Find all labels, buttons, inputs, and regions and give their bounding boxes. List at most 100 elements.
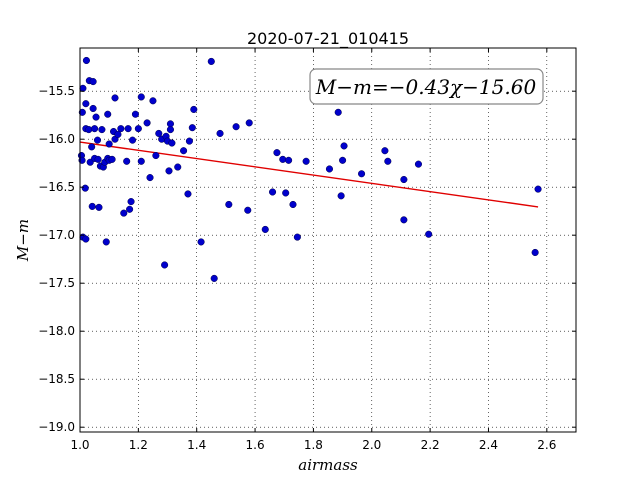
- data-point: [85, 126, 93, 134]
- data-point: [79, 84, 87, 92]
- data-point: [146, 174, 154, 182]
- data-point: [425, 230, 433, 238]
- data-point: [123, 157, 131, 165]
- data-point: [225, 200, 233, 209]
- grid: [79, 48, 576, 432]
- data-point: [81, 184, 89, 192]
- annotation-box: [309, 68, 544, 105]
- data-point: [92, 113, 100, 121]
- data-point: [232, 123, 240, 131]
- data-point: [82, 235, 90, 243]
- data-point: [216, 129, 224, 137]
- data-point: [161, 261, 169, 269]
- data-point: [98, 126, 106, 134]
- data-point: [88, 202, 96, 210]
- y-tick-label: −18.5: [38, 372, 75, 386]
- data-point: [91, 125, 99, 133]
- x-tick-labels: 1.0 1.2 1.4 1.6 1.8 2.0 2.2 2.4 2.6: [70, 438, 556, 452]
- data-point: [339, 156, 347, 164]
- data-point: [149, 97, 157, 105]
- data-point: [269, 188, 277, 196]
- data-point: [334, 108, 342, 116]
- y-tick-label: −16.0: [38, 132, 75, 146]
- data-point: [302, 157, 310, 165]
- data-point: [93, 136, 102, 144]
- data-point: [124, 125, 132, 133]
- data-point: [120, 209, 128, 217]
- fit-annotation: M−m=−0.43χ−15.60: [309, 68, 544, 105]
- data-point: [104, 110, 112, 118]
- data-point: [89, 78, 97, 86]
- data-point: [128, 136, 137, 144]
- y-tick-label: −16.5: [38, 180, 75, 194]
- y-axis-label: M−m: [14, 219, 32, 262]
- data-point: [82, 56, 90, 65]
- plot-frame: [79, 47, 577, 433]
- data-point: [126, 205, 134, 213]
- data-point: [273, 149, 281, 157]
- data-point: [337, 192, 345, 200]
- y-tick-label: −18.0: [38, 324, 75, 338]
- y-tick-label: −19.0: [38, 420, 75, 434]
- data-point: [108, 155, 116, 163]
- y-tick-label: −17.5: [38, 276, 75, 290]
- data-point: [78, 108, 86, 116]
- data-point: [400, 175, 408, 184]
- chart-title: 2020-07-21_010415: [247, 29, 409, 49]
- data-point: [117, 125, 125, 133]
- data-point: [384, 157, 392, 165]
- data-point: [94, 155, 102, 163]
- data-point: [534, 185, 542, 193]
- data-point: [155, 129, 163, 137]
- data-point: [279, 155, 287, 163]
- data-point: [131, 110, 139, 118]
- x-tick-label: 2.4: [479, 438, 498, 452]
- x-tick-label: 2.2: [421, 438, 440, 452]
- data-point: [282, 189, 290, 197]
- data-point: [114, 130, 122, 138]
- axis-ticks: [79, 48, 576, 432]
- x-tick-label: 2.0: [362, 438, 381, 452]
- data-point: [127, 198, 135, 206]
- data-point: [134, 125, 142, 133]
- data-point: [293, 233, 301, 241]
- x-tick-label: 1.2: [129, 438, 148, 452]
- data-point: [166, 126, 174, 134]
- data-point: [82, 100, 90, 108]
- data-point: [180, 147, 188, 155]
- data-point: [190, 105, 198, 113]
- data-point: [340, 142, 348, 150]
- data-point: [285, 156, 293, 164]
- data-point: [95, 203, 103, 211]
- x-tick-label: 1.6: [246, 438, 265, 452]
- data-point: [152, 151, 160, 160]
- data-point: [137, 157, 145, 165]
- x-tick-label: 1.4: [187, 438, 206, 452]
- data-point: [165, 167, 173, 175]
- data-point: [105, 140, 113, 148]
- data-point: [358, 170, 366, 178]
- data-point: [188, 124, 196, 132]
- data-point: [381, 147, 389, 155]
- data-point: [102, 238, 110, 246]
- data-point: [185, 137, 193, 145]
- data-point: [137, 93, 145, 101]
- data-point: [197, 238, 205, 246]
- data-point: [245, 119, 253, 127]
- data-point: [174, 163, 182, 171]
- data-point: [414, 160, 422, 168]
- annotation-text: M−m=−0.43χ−15.60: [315, 75, 537, 99]
- data-points: [77, 56, 542, 282]
- data-point: [89, 104, 97, 113]
- data-point: [210, 274, 218, 282]
- data-point: [111, 94, 119, 102]
- data-point: [400, 216, 408, 224]
- data-point: [244, 206, 252, 214]
- data-point: [531, 248, 539, 257]
- data-point: [168, 139, 176, 147]
- data-point: [184, 190, 192, 198]
- y-tick-label: −15.5: [38, 84, 75, 98]
- y-tick-label: −17.0: [38, 228, 75, 242]
- data-point: [88, 143, 96, 151]
- data-point: [207, 57, 215, 65]
